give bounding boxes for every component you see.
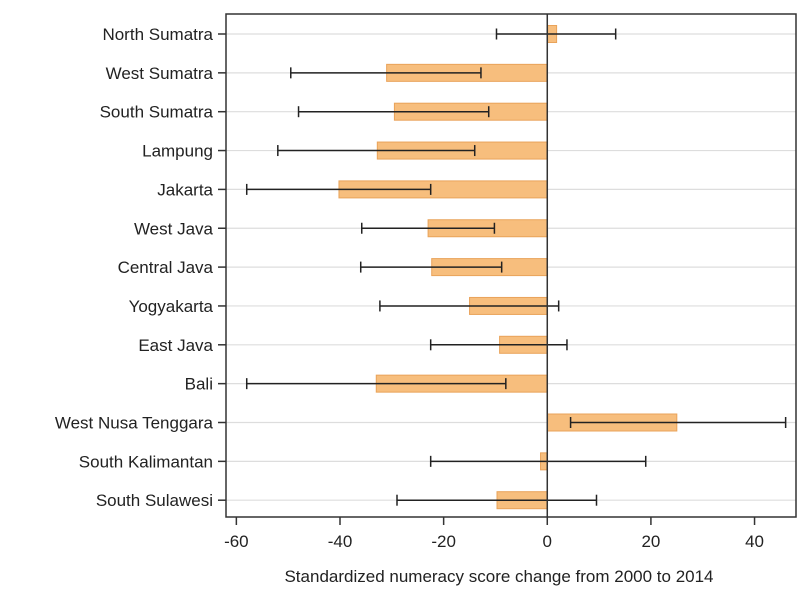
category-label: West Sumatra bbox=[106, 64, 214, 83]
category-label: West Nusa Tenggara bbox=[55, 414, 214, 433]
plot-frame bbox=[225, 13, 797, 518]
x-tick-label: 40 bbox=[745, 532, 764, 551]
error-bar bbox=[245, 183, 432, 195]
error-bar bbox=[495, 28, 617, 40]
error-bar bbox=[396, 494, 598, 506]
category-label: Bali bbox=[185, 375, 213, 394]
category-label: South Sulawesi bbox=[96, 491, 213, 510]
x-tick-label: -20 bbox=[431, 532, 456, 551]
error-bar bbox=[429, 339, 568, 351]
error-bar bbox=[429, 455, 647, 467]
category-label: West Java bbox=[134, 219, 214, 238]
error-bar bbox=[379, 300, 560, 312]
error-bars bbox=[245, 28, 787, 506]
error-bar bbox=[277, 145, 476, 157]
error-bar bbox=[290, 67, 482, 79]
category-label: Central Java bbox=[118, 258, 214, 277]
error-bar bbox=[359, 261, 503, 273]
category-label: Lampung bbox=[142, 142, 213, 161]
x-tick-label: -40 bbox=[328, 532, 353, 551]
category-label: South Kalimantan bbox=[79, 452, 213, 471]
category-label: North Sumatra bbox=[102, 25, 213, 44]
category-label: Yogyakarta bbox=[129, 297, 214, 316]
x-tick-label: 20 bbox=[641, 532, 660, 551]
x-tick-label: -60 bbox=[224, 532, 249, 551]
x-axis-title: Standardized numeracy score change from … bbox=[284, 567, 713, 586]
category-label: Jakarta bbox=[157, 180, 213, 199]
category-label: East Java bbox=[138, 336, 213, 355]
error-bar bbox=[297, 106, 490, 118]
error-bar bbox=[569, 417, 787, 428]
category-label: South Sumatra bbox=[100, 103, 214, 122]
error-bar bbox=[245, 378, 507, 390]
x-tick-label: 0 bbox=[543, 532, 552, 551]
error-bar bbox=[361, 222, 496, 234]
x-axis-ticks: -60 -40 -20 0 20 40 bbox=[224, 517, 764, 551]
category-labels: North Sumatra West Sumatra South Sumatra La… bbox=[55, 25, 226, 510]
